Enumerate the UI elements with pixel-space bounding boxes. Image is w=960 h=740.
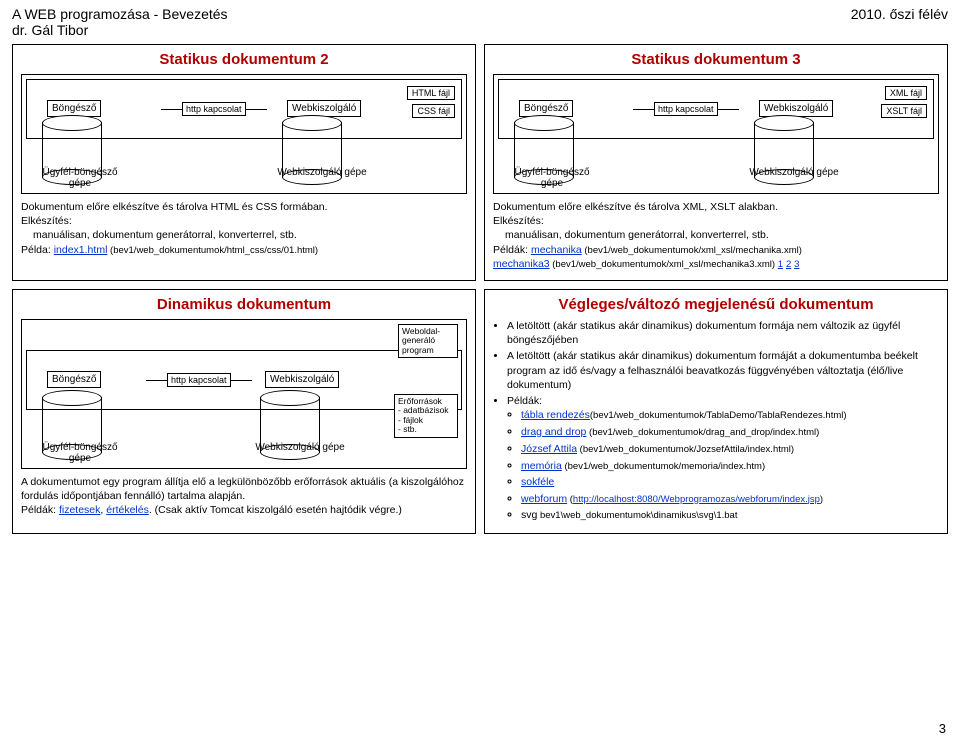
path-text: (bev1/web_dokumentumok/JozsefAttila/inde… — [577, 444, 794, 455]
slides-grid: Statikus dokumentum 2 HTML fájl CSS fájl… — [0, 40, 960, 538]
http-connection: http kapcsolat — [654, 102, 718, 116]
body-line: A dokumentumot egy program állítja elő a… — [21, 475, 467, 503]
header-semester: 2010. őszi félév — [851, 6, 948, 38]
list-item: A letöltött (akár statikus akár dinamiku… — [507, 349, 939, 392]
path-text: (bev1/web_dokumentumok/xml_xsl/mechanika… — [582, 245, 802, 256]
http-connection: http kapcsolat — [182, 102, 246, 116]
list-item: József Attila (bev1/web_dokumentumok/Joz… — [521, 442, 939, 457]
file-label: XSLT fájl — [881, 104, 927, 118]
example-link[interactable]: sokféle — [521, 476, 554, 488]
generator-box: Weboldal- generáló program — [398, 324, 458, 358]
client-machine-label: Ügyfél-böngésző gépe — [30, 442, 130, 464]
panel-final: Végleges/változó megjelenésű dokumentum … — [484, 289, 948, 534]
text: Példák: — [21, 504, 59, 516]
client-machine-label: Ügyfél-böngésző gépe — [502, 167, 602, 189]
body-line: manuálisan, dokumentum generátorral, kon… — [21, 228, 467, 242]
list-item: sokféle — [521, 475, 939, 489]
example-link[interactable]: mechanika — [531, 244, 582, 256]
path-text: (bev1/web_dokumentumok/html_css/css/01.h… — [107, 245, 318, 256]
example-link[interactable]: drag and drop — [521, 426, 586, 438]
text: Példák: — [507, 395, 542, 407]
panel-title: Dinamikus dokumentum — [21, 296, 467, 313]
webserver-node: Webkiszolgáló — [265, 371, 339, 388]
panel-static-3: Statikus dokumentum 3 XML fájl XSLT fájl… — [484, 44, 948, 281]
file-label: HTML fájl — [407, 86, 455, 100]
panel-body: A letöltött (akár statikus akár dinamiku… — [493, 319, 939, 523]
text: Példák: — [493, 244, 531, 256]
body-line: Példák: mechanika (bev1/web_dokumentumok… — [493, 243, 939, 258]
example-link[interactable]: memória — [521, 460, 562, 472]
num-link[interactable]: 1 — [778, 259, 783, 270]
header-title-1: A WEB programozása - Bevezetés — [12, 6, 228, 22]
panel-dynamic: Dinamikus dokumentum Böngésző http kapcs… — [12, 289, 476, 534]
url-link[interactable]: http://localhost:8080/Webprogramozas/web… — [573, 494, 820, 505]
path-text: (bev1/web_dokumentumok/TablaDemo/TablaRe… — [590, 410, 847, 421]
header-title-2: dr. Gál Tibor — [12, 22, 228, 38]
example-link[interactable]: fizetesek — [59, 504, 100, 516]
text: Példa: — [21, 244, 54, 256]
body-line: Példa: index1.html (bev1/web_dokumentumo… — [21, 243, 467, 258]
panel-body: Dokumentum előre elkészítve és tárolva X… — [493, 200, 939, 272]
page-number: 3 — [939, 721, 946, 736]
list-item: svg bev1\web_dokumentumok\dinamikus\svg\… — [521, 508, 939, 523]
list-item: tábla rendezés(bev1/web_dokumentumok/Tab… — [521, 408, 939, 423]
diagram: Böngésző http kapcsolat Webkiszolgáló We… — [21, 319, 467, 469]
http-connection: http kapcsolat — [167, 373, 231, 387]
body-line: Elkészítés: — [21, 214, 467, 228]
path-text: (bev1/web_dokumentumok/drag_and_drop/ind… — [586, 427, 819, 438]
panel-static-2: Statikus dokumentum 2 HTML fájl CSS fájl… — [12, 44, 476, 281]
diagram: XML fájl XSLT fájl Böngésző http kapcsol… — [493, 74, 939, 194]
body-line: Dokumentum előre elkészítve és tárolva X… — [493, 200, 939, 214]
example-link[interactable]: index1.html — [54, 244, 108, 256]
client-machine-label: Ügyfél-böngésző gépe — [30, 167, 130, 189]
list-item: Példák: tábla rendezés(bev1/web_dokument… — [507, 394, 939, 523]
panel-body: A dokumentumot egy program állítja elő a… — [21, 475, 467, 518]
panel-title: Végleges/változó megjelenésű dokumentum — [493, 296, 939, 313]
path-text: (bev1/web_dokumentumok/xml_xsl/mechanika… — [550, 259, 778, 270]
resources-box: Erőforrások - adatbázisok - fájlok - stb… — [394, 394, 458, 437]
num-link[interactable]: 3 — [794, 259, 799, 270]
text: ) — [820, 494, 823, 505]
list-item: A letöltött (akár statikus akár dinamiku… — [507, 319, 939, 347]
example-link[interactable]: webforum — [521, 493, 567, 505]
text: svg — [521, 509, 537, 521]
body-line: mechanika3 (bev1/web_dokumentumok/xml_xs… — [493, 257, 939, 272]
diagram: HTML fájl CSS fájl Böngésző http kapcsol… — [21, 74, 467, 194]
body-line: Példák: fizetesek, értékelés. (Csak aktí… — [21, 503, 467, 517]
example-link[interactable]: tábla rendezés — [521, 409, 590, 421]
page-header: A WEB programozása - Bevezetés dr. Gál T… — [0, 0, 960, 40]
list-item: webforum (http://localhost:8080/Webprogr… — [521, 492, 939, 507]
panel-title: Statikus dokumentum 2 — [21, 51, 467, 68]
panel-body: Dokumentum előre elkészítve és tárolva H… — [21, 200, 467, 257]
example-link[interactable]: mechanika3 — [493, 258, 550, 270]
server-machine-label: Webkiszolgáló gépe — [744, 167, 844, 178]
list-item: drag and drop (bev1/web_dokumentumok/dra… — [521, 425, 939, 440]
text: . (Csak aktív Tomcat kiszolgáló esetén h… — [149, 504, 402, 516]
server-machine-label: Webkiszolgáló gépe — [272, 167, 372, 178]
body-line: Dokumentum előre elkészítve és tárolva H… — [21, 200, 467, 214]
num-link[interactable]: 2 — [786, 259, 791, 270]
path-text: bev1\web_dokumentumok\dinamikus\svg\1.ba… — [537, 510, 737, 521]
body-line: manuálisan, dokumentum generátorral, kon… — [493, 228, 939, 242]
browser-node: Böngésző — [47, 371, 101, 388]
file-label: CSS fájl — [412, 104, 455, 118]
list-item: memória (bev1/web_dokumentumok/memoria/i… — [521, 459, 939, 474]
server-machine-label: Webkiszolgáló gépe — [250, 442, 350, 453]
body-line: Elkészítés: — [493, 214, 939, 228]
example-link[interactable]: József Attila — [521, 443, 577, 455]
file-label: XML fájl — [885, 86, 927, 100]
panel-title: Statikus dokumentum 3 — [493, 51, 939, 68]
path-text: (bev1/web_dokumentumok/memoria/index.htm… — [562, 461, 765, 472]
example-link[interactable]: értékelés — [106, 504, 149, 516]
